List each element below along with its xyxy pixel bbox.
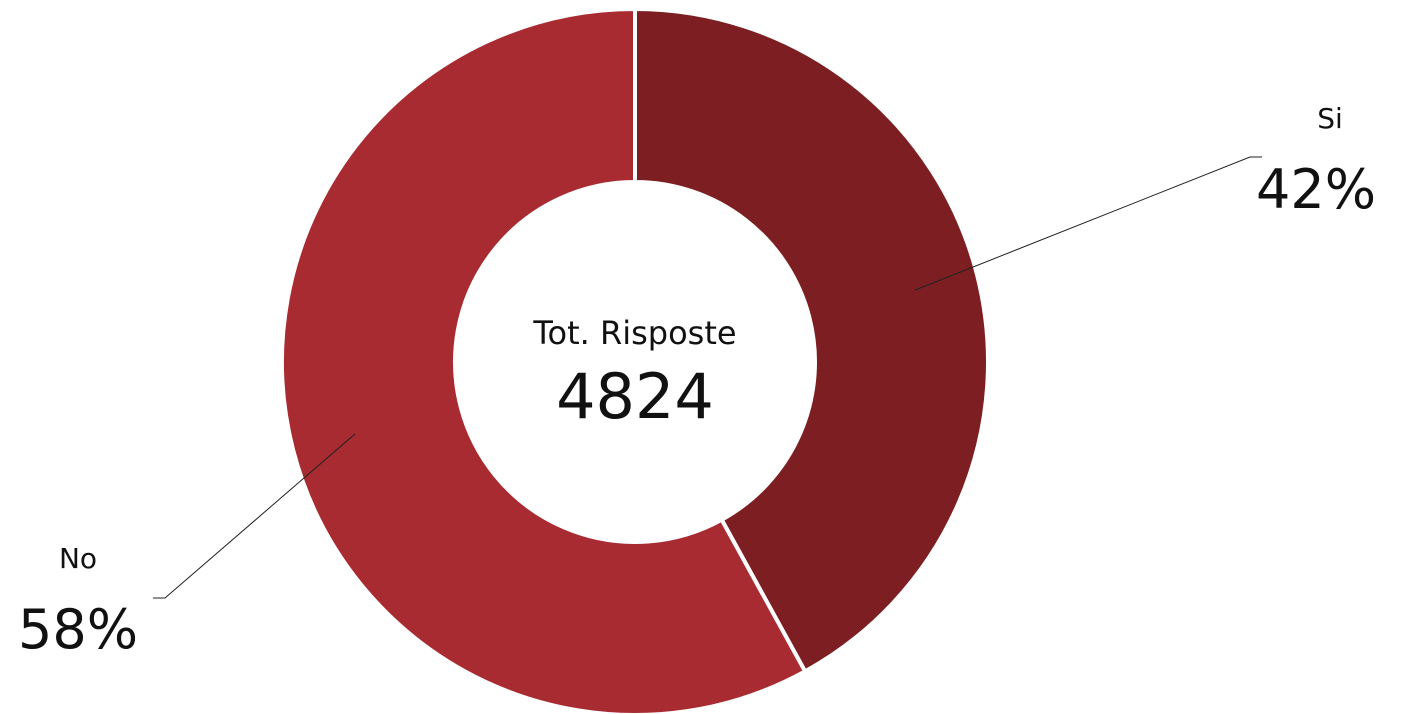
center-total: 4824 xyxy=(556,360,714,433)
slice-percent-no: 58% xyxy=(18,598,138,661)
slice-label-no: No xyxy=(59,542,97,575)
labels-layer: Si 42% No 58% xyxy=(18,102,1376,661)
leader-line-no xyxy=(153,433,356,599)
center-caption: Tot. Risposte xyxy=(532,314,736,352)
leader-line-si xyxy=(914,156,1262,291)
slices-layer xyxy=(280,6,990,714)
slice-label-si: Si xyxy=(1317,102,1343,135)
slice-si xyxy=(633,6,990,675)
slice-percent-si: 42% xyxy=(1256,158,1376,221)
leaders-layer xyxy=(153,156,1262,599)
slice-no xyxy=(280,6,808,714)
